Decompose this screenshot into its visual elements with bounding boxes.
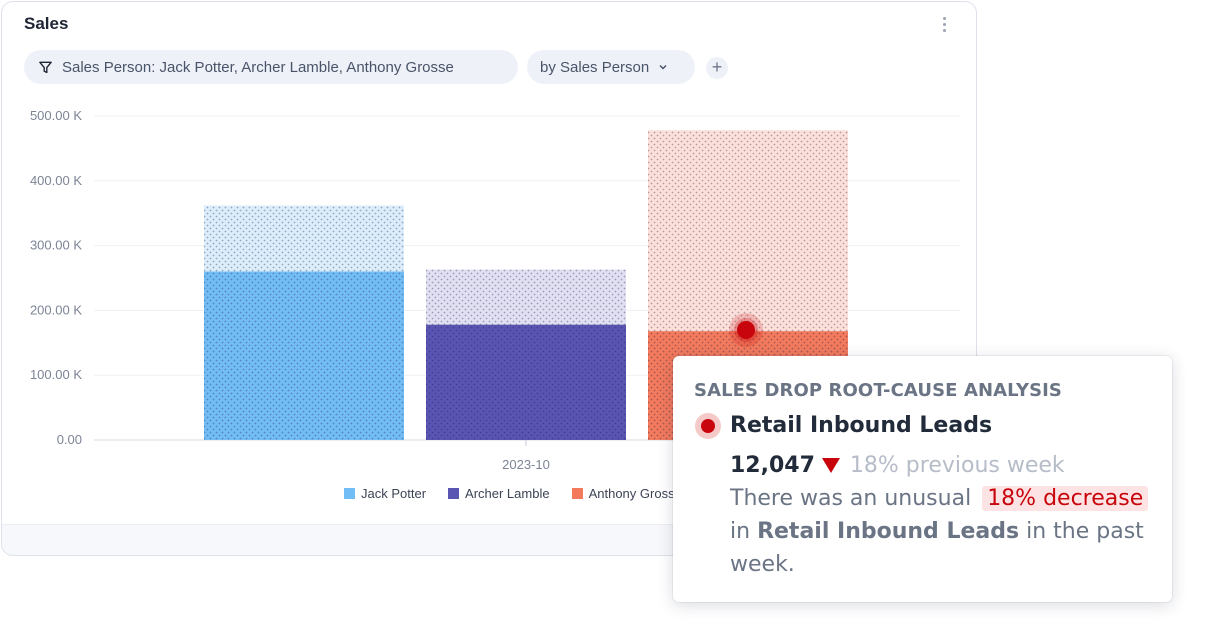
- y-tick-label: 300.00 K: [30, 238, 82, 253]
- x-tick-label: 2023-10: [502, 457, 550, 472]
- legend-item-archer-lamble[interactable]: Archer Lamble: [448, 486, 550, 501]
- legend-swatch: [448, 488, 460, 499]
- tooltip-metric-name: Retail Inbound Leads: [730, 413, 993, 438]
- y-tick-label: 500.00 K: [30, 108, 82, 123]
- y-tick-label: 0.00: [57, 432, 82, 447]
- description-suffix: in the past week.: [730, 519, 1144, 577]
- down-triangle-icon: [821, 458, 840, 473]
- card-title: Sales: [24, 14, 69, 33]
- bar-current-archer-lamble[interactable]: [426, 324, 626, 440]
- tooltip-description: There was an unusual 18% decrease in Ret…: [730, 482, 1150, 581]
- tooltip-value: 12,047: [730, 453, 815, 478]
- bar-current-jack-potter[interactable]: [204, 271, 404, 440]
- tooltip-heading: SALES DROP ROOT-CAUSE ANALYSIS: [694, 380, 1063, 401]
- legend-item-anthony-grosse[interactable]: Anthony Grosse: [571, 486, 682, 501]
- chart-legend: Jack Potter Archer Lamble Anthony Grosse: [344, 486, 682, 501]
- sales-person-filter-chip[interactable]: Sales Person: Jack Potter, Archer Lamble…: [24, 50, 518, 84]
- root-cause-tooltip: SALES DROP ROOT-CAUSE ANALYSIS Retail In…: [673, 356, 1172, 602]
- legend-label: Jack Potter: [361, 486, 427, 501]
- description-prefix: There was an unusual: [730, 486, 972, 511]
- chevron-down-icon: [659, 64, 667, 70]
- legend-label: Archer Lamble: [465, 486, 550, 501]
- description-metric: Retail Inbound Leads: [757, 519, 1020, 544]
- anomaly-dot-icon: [695, 413, 721, 439]
- kebab-menu-icon[interactable]: [936, 14, 952, 34]
- tooltip-previous-week: 18% previous week: [849, 453, 1065, 478]
- bar-previous-anthony-grosse[interactable]: [648, 130, 848, 332]
- description-in: in: [730, 519, 751, 544]
- y-tick-label: 200.00 K: [30, 302, 82, 317]
- tooltip-value-row: 12,047 18% previous week: [730, 453, 1065, 478]
- group-by-label: by Sales Person: [540, 58, 650, 76]
- y-tick-label: 100.00 K: [30, 367, 82, 382]
- anomaly-marker[interactable]: [729, 313, 763, 347]
- legend-item-jack-potter[interactable]: Jack Potter: [344, 486, 426, 501]
- filter-icon: [39, 61, 52, 73]
- add-filter-button[interactable]: +: [706, 57, 728, 79]
- y-tick-label: 400.00 K: [30, 173, 82, 188]
- legend-swatch: [344, 488, 355, 499]
- group-by-dropdown[interactable]: by Sales Person: [527, 50, 695, 84]
- decrease-badge: 18% decrease: [982, 486, 1149, 511]
- legend-label: Anthony Grosse: [588, 486, 682, 501]
- legend-swatch: [571, 488, 583, 499]
- bar-previous-jack-potter[interactable]: [204, 205, 404, 272]
- filter-chip-label: Sales Person: Jack Potter, Archer Lamble…: [62, 58, 454, 76]
- bar-previous-archer-lamble[interactable]: [426, 269, 626, 325]
